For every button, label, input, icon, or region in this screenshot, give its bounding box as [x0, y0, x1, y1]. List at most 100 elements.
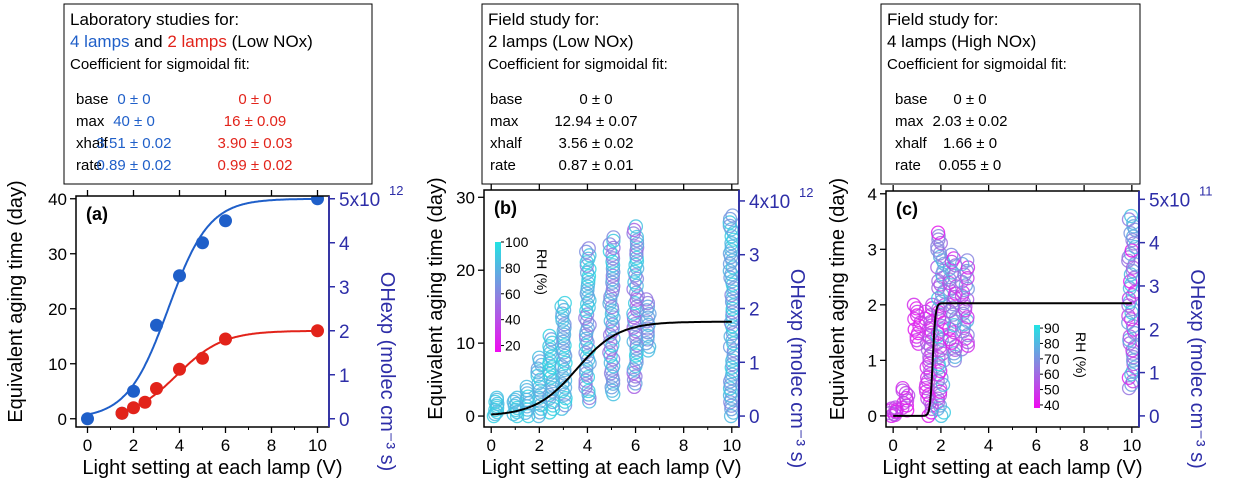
y-axis-label: Equivalent aging time (day) — [827, 178, 849, 420]
y2-tick-label: 0 — [339, 410, 350, 431]
data-point — [127, 401, 140, 415]
data-point — [930, 239, 945, 254]
legend-text: (Low NOx) — [227, 32, 313, 51]
x-tick-label: 0 — [83, 436, 92, 455]
coef-value: 3.90 ± 0.03 — [218, 135, 293, 152]
data-point — [722, 218, 737, 234]
x-tick-label: 10 — [1122, 436, 1141, 455]
legend-line: Laboratory studies for: — [70, 10, 239, 29]
data-point — [923, 339, 938, 354]
data-point — [942, 282, 957, 298]
data-point — [578, 376, 593, 392]
y2-tick-label: 0 — [749, 407, 760, 428]
data-point — [932, 398, 948, 413]
data-point — [723, 408, 739, 424]
legend-text: Field study for: — [488, 10, 600, 29]
data-point — [944, 247, 959, 263]
legend-text: Field study for: — [887, 10, 999, 29]
data-point — [603, 355, 618, 370]
data-point — [960, 253, 975, 268]
coef-value: 16 ± 0.09 — [224, 113, 286, 130]
coef-name: max — [76, 113, 105, 130]
y-tick-label: 10 — [48, 355, 67, 374]
legend-text: and — [130, 32, 168, 51]
y-axis-label: Equivalent aging time (day) — [425, 177, 447, 419]
coef-name: rate — [895, 157, 921, 174]
y2-tick-label: 2 — [339, 322, 350, 343]
data-point — [127, 384, 140, 398]
data-point — [640, 299, 656, 314]
data-point — [603, 292, 618, 308]
legend-line: Coefficient for sigmoidal fit: — [70, 56, 250, 73]
data-point — [219, 214, 232, 228]
legend-text: Coefficient for sigmoidal fit: — [887, 56, 1067, 73]
y-tick-label: 0 — [466, 407, 475, 426]
data-point — [219, 332, 232, 346]
data-point — [605, 352, 621, 367]
data-point — [1123, 312, 1139, 327]
x-axis-label: Light setting at each lamp (V) — [882, 457, 1142, 479]
data-point — [930, 242, 945, 258]
data-point — [542, 328, 557, 343]
y2-axis-label: OHexp (molec cm⁻³ s) — [786, 269, 808, 468]
data-point — [602, 237, 617, 252]
colorbar-label: RH (%) — [1073, 332, 1089, 378]
data-point — [557, 362, 572, 378]
legend-line: 2 lamps (Low NOx) — [488, 32, 633, 51]
data-point — [311, 324, 324, 338]
panel-1: Laboratory studies for: 4 lamps and 2 lam… — [5, 3, 403, 479]
data-point — [725, 260, 739, 275]
y2-tick-label: 2 — [749, 300, 760, 321]
data-point — [725, 208, 739, 223]
data-point — [726, 232, 739, 247]
data-point — [933, 381, 948, 396]
y2-exponent-power: 12 — [799, 185, 813, 200]
data-point — [138, 395, 152, 409]
legend-frame — [880, 3, 1141, 185]
legend-text: 2 lamps (Low NOx) — [488, 32, 633, 51]
data-point — [640, 332, 655, 347]
x-tick-label: 0 — [888, 436, 897, 455]
data-point — [932, 246, 948, 261]
coef-name: base — [76, 91, 109, 108]
data-point — [725, 332, 739, 348]
data-point — [930, 401, 945, 417]
data-point — [640, 328, 655, 343]
data-point — [726, 405, 739, 420]
data-point — [579, 244, 594, 259]
colorbar-tick-label: 50 — [1044, 382, 1060, 398]
data-point — [958, 278, 974, 293]
data-point — [1123, 226, 1138, 241]
data-point — [629, 285, 644, 300]
data-point — [557, 366, 572, 381]
legend-text: Laboratory studies for: — [70, 10, 239, 29]
coef-value: 0.055 ± 0 — [939, 157, 1001, 174]
data-point — [556, 302, 572, 318]
data-point — [580, 265, 595, 280]
data-point — [1121, 308, 1136, 323]
y-tick-label: 30 — [48, 245, 67, 264]
coef-value: 0 ± 0 — [579, 91, 612, 108]
y-tick-label: 40 — [48, 190, 67, 209]
data-point — [582, 248, 597, 263]
data-point — [922, 349, 937, 365]
data-point — [1121, 380, 1137, 396]
data-point — [1126, 353, 1139, 368]
legend-line: 4 lamps (High NOx) — [887, 32, 1036, 51]
coef-value: 0.89 ± 0.02 — [97, 157, 172, 174]
coef-value: 12.94 ± 0.07 — [554, 113, 637, 130]
data-point — [173, 362, 186, 376]
x-tick-label: 6 — [221, 436, 230, 455]
data-point — [605, 261, 621, 276]
colorbar-tick-label: 60 — [1044, 366, 1060, 382]
colorbar — [495, 242, 501, 352]
data-point — [626, 306, 641, 321]
data-point — [1125, 288, 1139, 303]
data-point — [934, 370, 949, 386]
legend-frame — [481, 3, 739, 185]
data-point — [554, 299, 569, 314]
data-point — [545, 373, 561, 389]
x-tick-label: 4 — [583, 436, 592, 455]
data-point — [557, 317, 572, 332]
